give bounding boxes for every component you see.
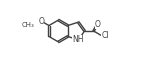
Text: O: O bbox=[95, 20, 100, 29]
Text: CH₃: CH₃ bbox=[21, 22, 34, 28]
Text: O: O bbox=[39, 17, 45, 26]
Text: NH: NH bbox=[72, 35, 84, 44]
Text: Cl: Cl bbox=[102, 31, 109, 40]
